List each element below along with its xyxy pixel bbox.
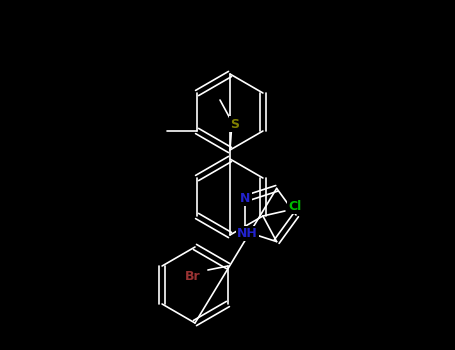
Text: Cl: Cl [288, 199, 302, 212]
Text: NH: NH [237, 227, 258, 240]
Text: Br: Br [185, 270, 201, 282]
Text: S: S [231, 118, 239, 131]
Text: N: N [240, 192, 251, 205]
